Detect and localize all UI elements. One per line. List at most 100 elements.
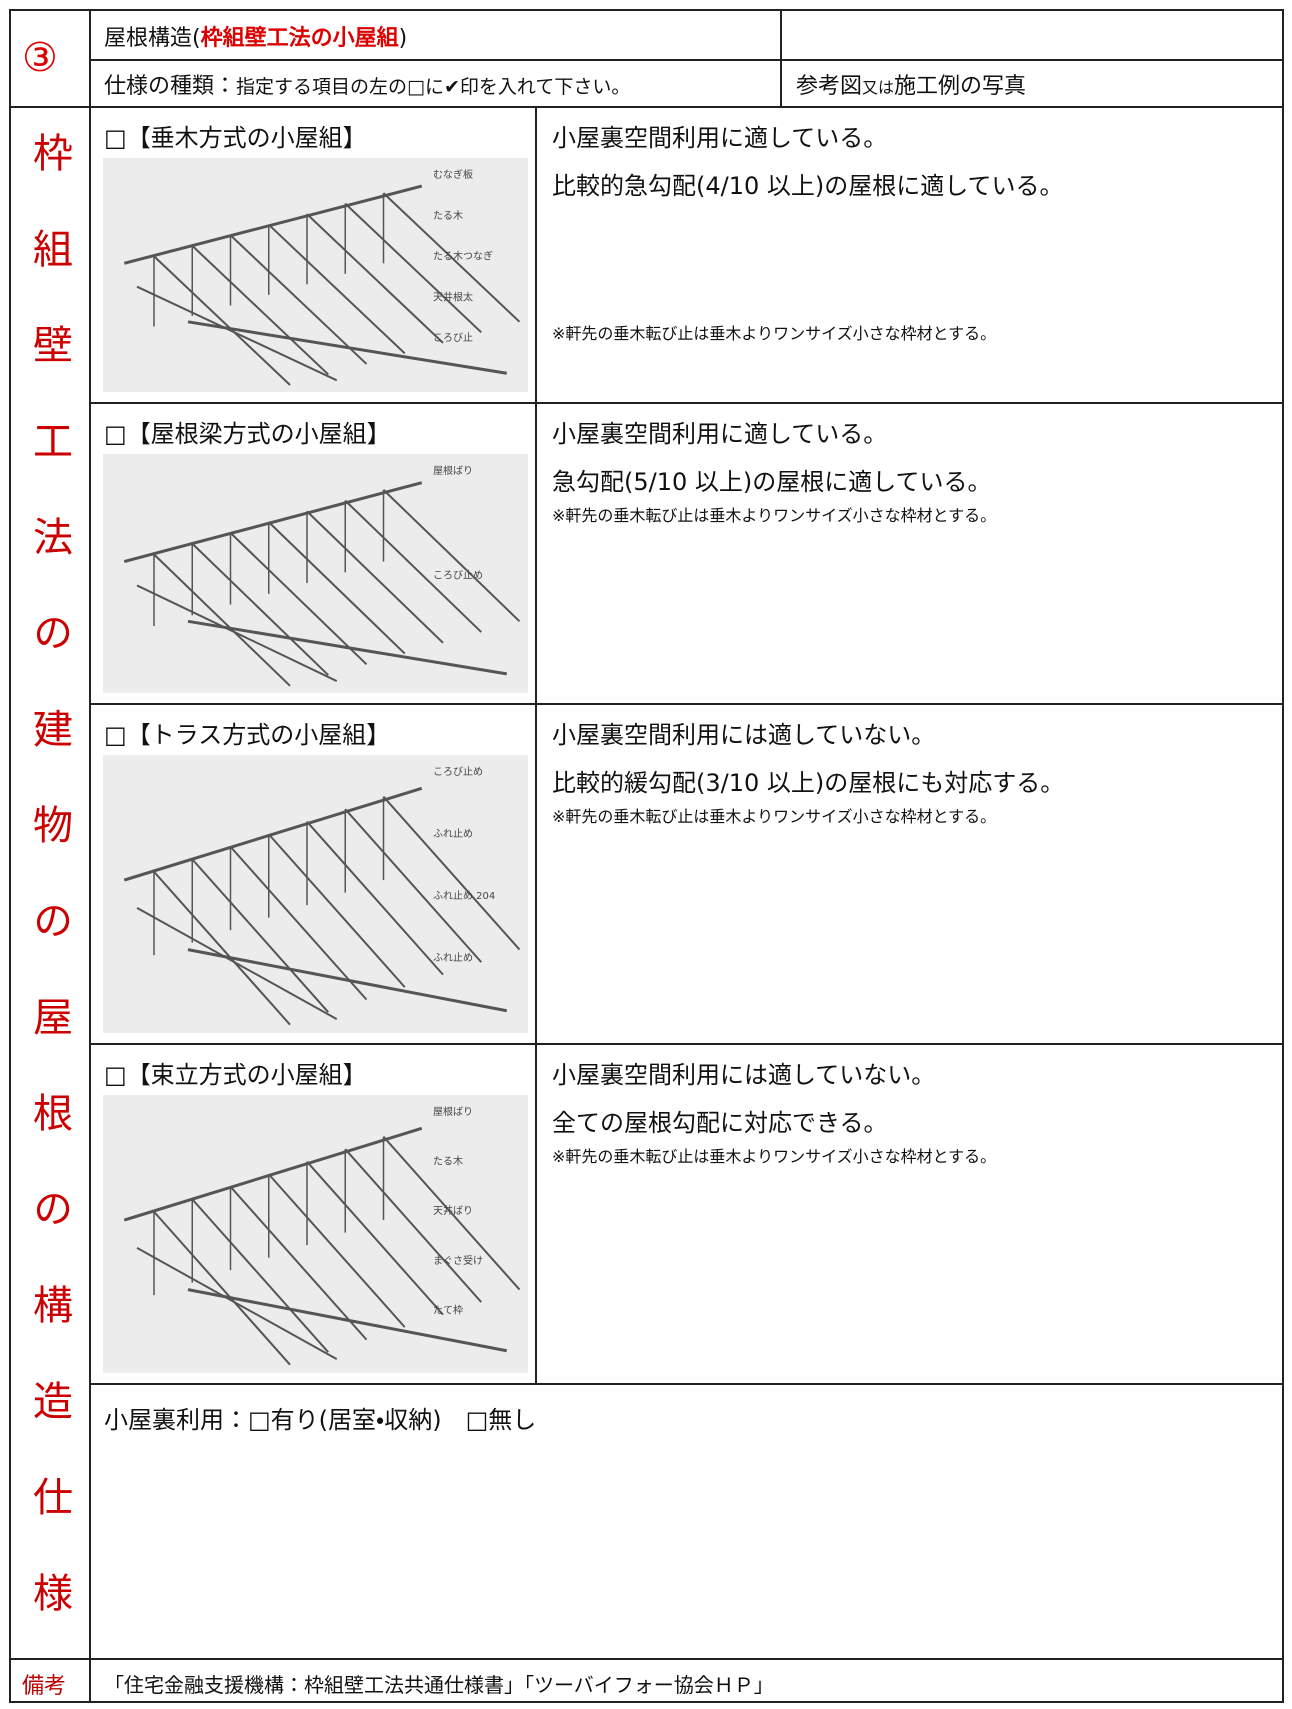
frame-member [191, 245, 329, 376]
figure-background [103, 158, 528, 392]
title-highlight: 枠組壁工法の小屋組 [200, 26, 399, 51]
option-label: 【垂木方式の小屋組】 [126, 124, 367, 152]
remarks-text: 「住宅金融支援機構：枠組壁工法共通仕様書」「ツーバイフォー協会ＨＰ」 [104, 1673, 774, 1697]
description: 急勾配(5/10 以上)の屋根に適している。 [552, 468, 992, 496]
checkbox[interactable]: □ [104, 124, 127, 152]
frame-member [306, 1161, 444, 1316]
remarks-label: 備考 [22, 1674, 67, 1699]
frame-member [229, 532, 368, 666]
frame-member [268, 833, 406, 988]
figure-label: まぐさ受け [433, 1255, 483, 1267]
divider [9, 106, 1284, 108]
reference: 参考図又は施工例の写真 [796, 68, 1026, 100]
option-title: □【トラス方式の小屋組】 [104, 715, 390, 750]
figure-label: たる木つなぎ [433, 250, 493, 263]
figure-label: ころび止め [433, 570, 483, 582]
frame-member [344, 808, 482, 963]
reference-suffix: 施工例の写真 [894, 74, 1027, 99]
section-number: ③ [22, 35, 58, 81]
divider [89, 1043, 1284, 1045]
spec-label: 仕様の種類： [104, 74, 237, 99]
divider [89, 59, 1284, 61]
option-title: □【垂木方式の小屋組】 [104, 118, 367, 153]
side-label: 枠組壁工法の建物の屋根の構造仕様 [26, 132, 72, 1668]
section-title: 屋根構造(枠組壁工法の小屋組) [104, 20, 407, 52]
figure-label: ふれ止め [433, 952, 473, 964]
frame-member [153, 1211, 291, 1366]
frame-member [344, 499, 482, 633]
description: 全ての屋根勾配に対応できる。 [552, 1109, 888, 1137]
frame-member [306, 213, 444, 344]
divider [89, 703, 1284, 705]
figure-label: 屋根ばり [433, 1105, 473, 1118]
frame-member [123, 184, 423, 265]
description: 比較的緩勾配(3/10 以上)の屋根にも対応する。 [552, 769, 1065, 797]
figure-label: むなぎ板 [433, 168, 473, 181]
frame-member [153, 255, 291, 386]
title-text: 屋根構造( [104, 26, 201, 51]
figure-label: ふれ止め 204 [433, 890, 495, 902]
frame-member [187, 1288, 508, 1353]
note: ※軒先の垂木転び止は垂木よりワンサイズ小さな枠材とする。 [552, 807, 997, 826]
frame-member [382, 796, 521, 951]
frame-member [153, 871, 291, 1026]
note: ※軒先の垂木転び止は垂木よりワンサイズ小さな枠材とする。 [552, 1147, 997, 1166]
figure-background [103, 1095, 528, 1373]
frame-member [229, 234, 368, 365]
frame-member [382, 489, 521, 623]
frame-member [136, 1247, 338, 1360]
option-title: □【束立方式の小屋組】 [104, 1055, 367, 1090]
frame [9, 9, 1284, 1703]
divider [89, 1383, 1284, 1385]
frame-member [187, 948, 508, 1013]
checkbox[interactable]: □ [104, 1061, 127, 1089]
figure-label: たる木 [433, 210, 463, 222]
reference-label: 参考図 [796, 74, 863, 99]
description: 小屋裏空間利用に適している。 [552, 124, 888, 152]
description: 比較的急勾配(4/10 以上)の屋根に適している。 [552, 172, 1064, 200]
option-label: 【束立方式の小屋組】 [126, 1061, 367, 1089]
reference-small: 又は [862, 78, 895, 97]
option-title: □【屋根梁方式の小屋組】 [104, 414, 391, 449]
description: 小屋裏空間利用には適していない。 [552, 721, 936, 749]
note: ※軒先の垂木転び止は垂木よりワンサイズ小さな枠材とする。 [552, 506, 997, 525]
divider [89, 9, 91, 1703]
frame-member [191, 542, 329, 676]
divider [780, 9, 782, 106]
frame-member [382, 192, 521, 323]
frame-member [123, 481, 423, 563]
frame-member [306, 510, 444, 644]
frame-member [382, 1136, 521, 1291]
frame-member [123, 786, 423, 882]
figure-label: 屋根ばり [433, 464, 473, 477]
frame-member [187, 320, 507, 375]
title-text: ) [398, 26, 408, 51]
description: 小屋裏空間利用に適している。 [552, 420, 888, 448]
description: 小屋裏空間利用には適していない。 [552, 1061, 936, 1089]
frame-member [268, 1173, 406, 1328]
frame-member [268, 521, 406, 655]
frame-member [123, 1126, 423, 1222]
checkbox[interactable]: □ [104, 420, 127, 448]
frame-member [229, 1186, 368, 1341]
option-label: 【屋根梁方式の小屋組】 [126, 420, 391, 448]
option-label: 【トラス方式の小屋組】 [126, 721, 391, 749]
divider [89, 402, 1284, 404]
divider [9, 1658, 1284, 1660]
checkbox[interactable]: □ [104, 721, 127, 749]
frame-member [191, 858, 329, 1013]
frame-member [153, 553, 291, 687]
figure-label: たる木 [433, 1156, 463, 1168]
attic-no[interactable]: □無し [465, 1406, 537, 1434]
frame-member [187, 619, 507, 676]
frame-member [344, 1148, 482, 1303]
attic-yes[interactable]: □有り(居室・収納) [248, 1406, 442, 1434]
frame-member [136, 907, 338, 1020]
figure-label: ふれ止め [433, 828, 473, 840]
frame-member [229, 846, 368, 1001]
